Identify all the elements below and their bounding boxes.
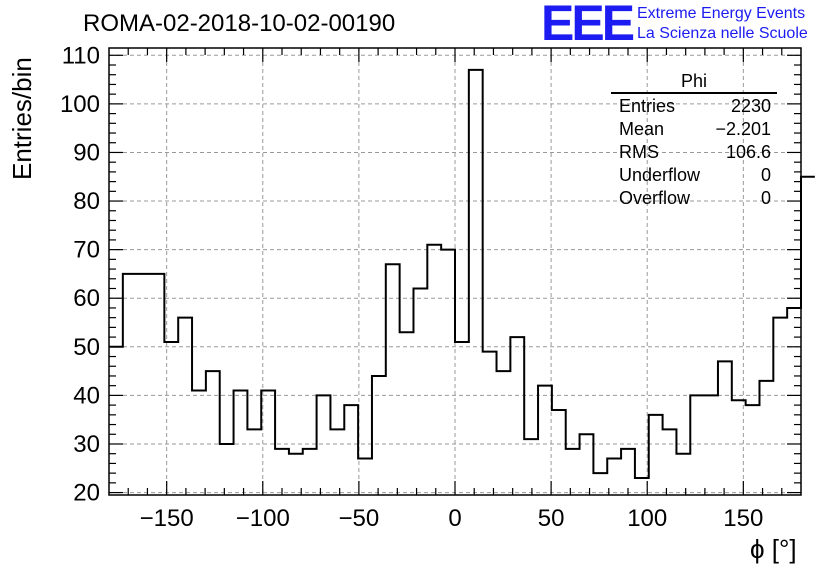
x-tick-label: −150	[140, 505, 194, 532]
x-tick-label: 150	[723, 505, 763, 532]
y-tick-label: 70	[73, 237, 100, 264]
stats-value: 0	[760, 165, 771, 185]
y-tick-label: 90	[73, 139, 100, 166]
eee-logo: EEE	[541, 0, 635, 51]
stats-label: Underflow	[619, 165, 701, 185]
y-tick-label: 110	[62, 42, 100, 69]
x-tick-label: −100	[236, 505, 290, 532]
stats-label: Overflow	[619, 188, 691, 208]
x-tick-label: 50	[538, 505, 565, 532]
stats-value: 0	[760, 188, 771, 208]
logo-subtitle-line2: La Scienza nelle Scuole	[637, 25, 808, 42]
x-axis-label: ϕ [°]	[750, 534, 797, 564]
y-tick-label: 40	[73, 382, 100, 409]
logo-subtitle-line1: Extreme Energy Events	[637, 5, 806, 22]
stats-row-overflow: Overflow 0	[611, 187, 777, 210]
stats-row-underflow: Underflow 0	[611, 164, 777, 187]
histogram-bars	[109, 68, 815, 479]
axis-ticks	[109, 48, 801, 495]
x-tick-label: −50	[339, 505, 380, 532]
y-tick-label: 100	[60, 91, 100, 118]
y-tick-label: 80	[73, 188, 100, 215]
stats-value: −2.201	[715, 119, 771, 139]
x-tick-label: 100	[627, 505, 667, 532]
stats-row-rms: RMS 106.6	[611, 141, 777, 164]
y-axis-label: Entries/bin	[7, 57, 37, 180]
stats-label: Entries	[619, 96, 676, 116]
stats-row-mean: Mean −2.201	[611, 118, 777, 141]
tick-labels: −150 −100 −50 0 50 100 150 20 30 40 50 60 70 80 90 100 1…	[60, 42, 763, 532]
chart-title: ROMA-02-2018-10-02-00190	[83, 10, 396, 37]
stats-value: 106.6	[725, 142, 771, 162]
grid-lines	[109, 48, 801, 495]
y-tick-label: 60	[73, 285, 100, 312]
histogram-outline	[109, 68, 815, 479]
stats-label: RMS	[619, 142, 659, 162]
y-tick-label: 30	[73, 431, 100, 458]
stats-row-entries: Entries 2230	[611, 95, 777, 118]
y-tick-label: 50	[73, 334, 100, 361]
stats-label: Mean	[619, 119, 665, 139]
x-tick-label: 0	[448, 505, 461, 532]
stats-box: Phi Entries 2230 Mean −2.201 RMS 106.6 U…	[611, 70, 777, 210]
stats-name: Phi	[611, 70, 777, 94]
stats-value: 2230	[730, 96, 771, 116]
y-tick-label: 20	[73, 480, 100, 507]
